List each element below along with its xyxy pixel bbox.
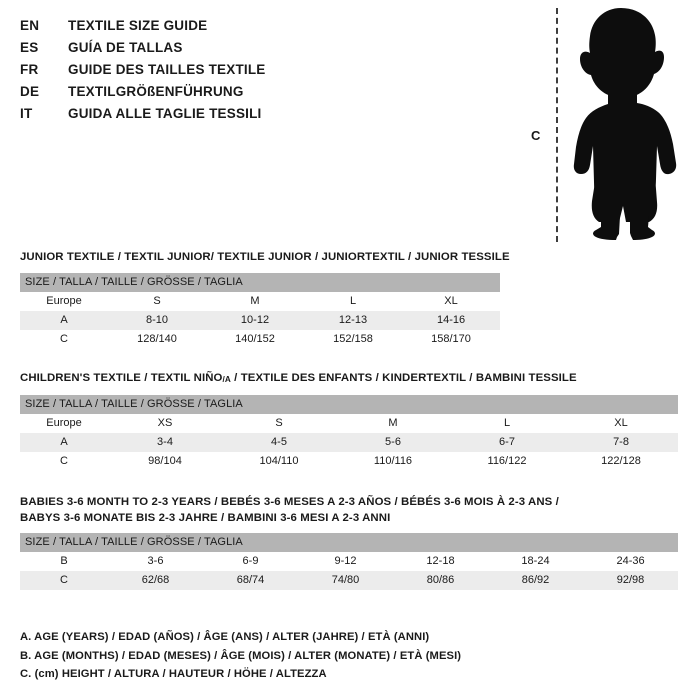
cell: XL (402, 291, 501, 311)
cell: 7-8 (564, 432, 679, 452)
cell: 152/158 (304, 329, 402, 349)
section-heading-children: CHILDREN'S TEXTILE / TEXTIL NIÑO/A / TEX… (20, 371, 678, 388)
row-label: A (20, 432, 108, 452)
heading-part-sub: /A (222, 375, 231, 384)
cell: 104/110 (222, 451, 336, 471)
table-band-row: SIZE / TALLA / TAILLE / GRÖSSE / TAGLIA (20, 394, 679, 414)
cell: L (450, 413, 564, 433)
row-label: Europe (20, 291, 108, 311)
cell: 18-24 (488, 552, 583, 571)
measurement-legend: A. AGE (YEARS) / EDAD (AÑOS) / ÂGE (ANS)… (20, 628, 670, 684)
table-row: B 3-6 6-9 9-12 12-18 18-24 24-36 (20, 552, 679, 571)
toddler-silhouette-icon (573, 8, 677, 240)
cell: 122/128 (564, 451, 679, 471)
section-heading-junior: JUNIOR TEXTILE / TEXTIL JUNIOR/ TEXTILE … (20, 251, 510, 263)
table-row: C 62/68 68/74 74/80 80/86 86/92 92/98 (20, 571, 679, 590)
cell: S (108, 291, 206, 311)
cell: 92/98 (583, 571, 679, 590)
band-label: SIZE / TALLA / TAILLE / GRÖSSE / TAGLIA (20, 272, 501, 292)
band-label: SIZE / TALLA / TAILLE / GRÖSSE / TAGLIA (20, 533, 679, 552)
band-label: SIZE / TALLA / TAILLE / GRÖSSE / TAGLIA (20, 394, 679, 414)
children-size-table: SIZE / TALLA / TAILLE / GRÖSSE / TAGLIA … (20, 394, 679, 471)
table-band-row: SIZE / TALLA / TAILLE / GRÖSSE / TAGLIA (20, 533, 679, 552)
section-children-textile: CHILDREN'S TEXTILE / TEXTIL NIÑO/A / TEX… (20, 371, 679, 471)
junior-size-table: SIZE / TALLA / TAILLE / GRÖSSE / TAGLIA … (20, 272, 501, 349)
cell: L (304, 291, 402, 311)
table-row: Europe S M L XL (20, 291, 501, 311)
table-band-row: SIZE / TALLA / TAILLE / GRÖSSE / TAGLIA (20, 272, 501, 292)
cell: XS (108, 413, 222, 433)
cell: 10-12 (206, 310, 304, 330)
row-label: Europe (20, 413, 108, 433)
height-dashed-line (556, 8, 558, 242)
language-code: IT (20, 106, 33, 121)
table-row: A 3-4 4-5 5-6 6-7 7-8 (20, 432, 679, 452)
cell: 110/116 (336, 451, 450, 471)
table-row: Europe XS S M L XL (20, 413, 679, 433)
height-measurement-illustration: C (505, 0, 700, 250)
cell: 24-36 (583, 552, 679, 571)
language-row-it: IT GUIDA ALLE TAGLIE TESSILI (20, 106, 490, 128)
cell: 80/86 (393, 571, 488, 590)
table-row: C 98/104 104/110 110/116 116/122 122/128 (20, 451, 679, 471)
language-code: DE (20, 84, 40, 99)
cell: M (336, 413, 450, 433)
row-label: B (20, 552, 108, 571)
cell: 158/170 (402, 329, 501, 349)
row-label: C (20, 571, 108, 590)
cell: 3-6 (108, 552, 203, 571)
cell: 6-9 (203, 552, 298, 571)
language-title-block: EN TEXTILE SIZE GUIDE ES GUÍA DE TALLAS … (20, 18, 490, 128)
cell: 3-4 (108, 432, 222, 452)
cell: 128/140 (108, 329, 206, 349)
language-row-fr: FR GUIDE DES TAILLES TEXTILE (20, 62, 490, 84)
section-junior-textile: JUNIOR TEXTILE / TEXTIL JUNIOR/ TEXTILE … (20, 250, 510, 349)
section-heading-babies: BABIES 3-6 MONTH TO 2-3 YEARS / BEBÉS 3-… (20, 495, 678, 526)
language-title: GUIDE DES TAILLES TEXTILE (68, 62, 266, 77)
cell: 74/80 (298, 571, 393, 590)
row-label: A (20, 310, 108, 330)
table-row: C 128/140 140/152 152/158 158/170 (20, 329, 501, 349)
cell: 14-16 (402, 310, 501, 330)
heading-part-pre: CHILDREN'S TEXTILE / TEXTIL NIÑO (20, 372, 223, 384)
section-babies-textile: BABIES 3-6 MONTH TO 2-3 YEARS / BEBÉS 3-… (20, 495, 679, 590)
cell: S (222, 413, 336, 433)
language-row-de: DE TEXTILGRÖßENFÜHRUNG (20, 84, 490, 106)
cell: M (206, 291, 304, 311)
cell: 6-7 (450, 432, 564, 452)
heading-line-1: BABIES 3-6 MONTH TO 2-3 YEARS / BEBÉS 3-… (20, 496, 559, 508)
cell: 98/104 (108, 451, 222, 471)
cell: 4-5 (222, 432, 336, 452)
cell: 8-10 (108, 310, 206, 330)
cell: 86/92 (488, 571, 583, 590)
cell: 12-18 (393, 552, 488, 571)
cell: 9-12 (298, 552, 393, 571)
language-code: ES (20, 40, 39, 55)
babies-size-table: SIZE / TALLA / TAILLE / GRÖSSE / TAGLIA … (20, 533, 679, 590)
row-label: C (20, 451, 108, 471)
cell: 62/68 (108, 571, 203, 590)
heading-part-post: / TEXTILE DES ENFANTS / KINDERTEXTIL / B… (230, 372, 577, 384)
cell: 140/152 (206, 329, 304, 349)
legend-line-c: C. (cm) HEIGHT / ALTURA / HAUTEUR / HÖHE… (20, 668, 327, 680)
language-row-en: EN TEXTILE SIZE GUIDE (20, 18, 490, 40)
heading-line-2: BABYS 3-6 MONATE BIS 2-3 JAHRE / BAMBINI… (20, 511, 391, 524)
cell: 12-13 (304, 310, 402, 330)
height-label-c: C (531, 128, 541, 143)
language-title: GUIDA ALLE TAGLIE TESSILI (68, 106, 262, 121)
language-title: TEXTILGRÖßENFÜHRUNG (68, 84, 244, 99)
language-code: FR (20, 62, 39, 77)
legend-line-b: B. AGE (MONTHS) / EDAD (MESES) / ÂGE (MO… (20, 649, 462, 662)
cell: 68/74 (203, 571, 298, 590)
row-label: C (20, 329, 108, 349)
table-row: A 8-10 10-12 12-13 14-16 (20, 310, 501, 330)
legend-line-a: A. AGE (YEARS) / EDAD (AÑOS) / ÂGE (ANS)… (20, 631, 430, 643)
language-row-es: ES GUÍA DE TALLAS (20, 40, 490, 62)
language-title: GUÍA DE TALLAS (68, 40, 183, 55)
cell: XL (564, 413, 679, 433)
cell: 5-6 (336, 432, 450, 452)
language-code: EN (20, 18, 40, 33)
cell: 116/122 (450, 451, 564, 471)
language-title: TEXTILE SIZE GUIDE (68, 18, 208, 33)
